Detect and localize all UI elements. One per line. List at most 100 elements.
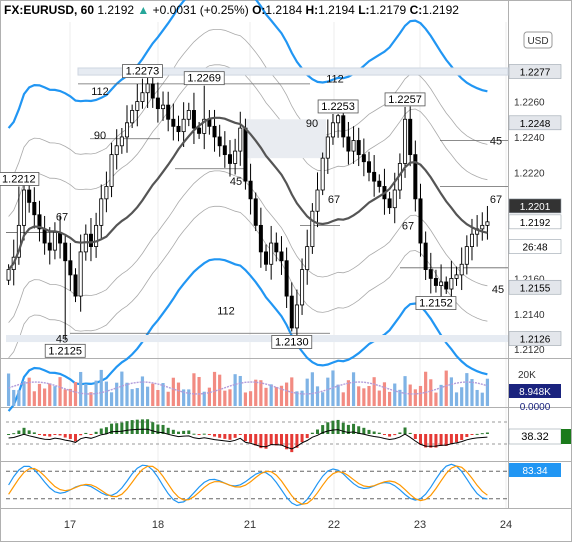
candle-body: [372, 171, 377, 182]
macd-bar: [53, 434, 57, 435]
candle-body: [464, 246, 469, 265]
macd-bar: [228, 434, 232, 440]
moving-average: [7, 116, 488, 271]
price-badge: [508, 64, 562, 79]
volume-bar: [135, 388, 139, 406]
candle-body: [212, 125, 217, 138]
volume-bar: [37, 383, 42, 406]
volume-bar: [480, 392, 484, 406]
price-badge: [508, 239, 562, 254]
price-callout-box: [415, 296, 457, 310]
volume-bar: [295, 391, 299, 406]
macd-bar: [336, 419, 340, 434]
macd-bar: [63, 434, 67, 438]
volume-bar: [315, 386, 320, 406]
volume-bar: [151, 383, 155, 406]
price-callout-box: [0, 172, 40, 186]
macd-bar: [382, 434, 386, 435]
candle-body: [78, 251, 83, 297]
volume-bar: [84, 383, 88, 406]
macd-bar: [331, 420, 335, 434]
volume-bar: [140, 376, 145, 406]
volume-bar: [254, 379, 258, 406]
price-callout-box: [384, 92, 426, 107]
macd-bar: [413, 434, 417, 439]
macd-bar: [398, 432, 402, 434]
macd-bar: [120, 422, 124, 434]
candle-body: [294, 304, 299, 329]
candle-body: [377, 180, 382, 187]
volume-bar: [372, 377, 376, 406]
volume-bar: [408, 384, 412, 406]
fib-label: 112: [217, 305, 235, 317]
volume-bar: [6, 373, 11, 406]
price-badge-label: 1.2277: [520, 68, 551, 79]
time-tick-label: 18: [152, 519, 164, 531]
fib-zones: [6, 67, 509, 343]
candle-body: [171, 118, 176, 127]
candle-body: [130, 110, 135, 124]
envelope-line: [8, 170, 488, 323]
change-arrow-icon: ▲: [137, 3, 150, 17]
macd-bar: [161, 424, 165, 434]
fib-label: 45: [490, 135, 502, 147]
volume-bar: [357, 386, 361, 406]
volume-bar: [94, 380, 98, 406]
volume-bar: [197, 376, 201, 406]
close-value: 1.2192: [422, 3, 459, 17]
candle-body: [459, 263, 464, 276]
volume-bar: [274, 386, 278, 406]
volume-bar: [460, 387, 464, 406]
price-tick-label: 1.2120: [514, 345, 545, 356]
volume-bar: [166, 391, 170, 406]
open-value: 1.2184: [265, 3, 303, 17]
candle-body: [310, 210, 315, 247]
macd-bar: [182, 430, 186, 434]
currency-button[interactable]: USD: [523, 31, 553, 49]
candle-body: [330, 122, 335, 138]
macd-bar: [140, 419, 144, 434]
candle-body: [217, 136, 222, 147]
macd-bar: [485, 432, 489, 434]
candle-body: [346, 136, 351, 152]
volume-bar: [351, 372, 356, 406]
macd-bar: [295, 434, 299, 448]
volume-ma-line: [8, 381, 488, 395]
symbol-label: FX:EURUSD, 60: [4, 3, 95, 17]
macd-bar: [156, 424, 160, 434]
candle-body: [99, 198, 104, 226]
volume-value: 8.948K: [519, 387, 551, 398]
candle-body: [351, 140, 356, 152]
volume-bar: [305, 378, 309, 406]
candle-body: [186, 110, 191, 120]
candle-body: [253, 198, 258, 226]
price-badge-label: 1.2126: [520, 335, 551, 346]
band-lines: [7, 0, 488, 412]
chart-header: FX:EURUSD, 60 1.2192 ▲ +0.0031 (+0.25%) …: [4, 3, 459, 17]
volume-badge: [509, 384, 561, 398]
candle-body: [387, 198, 392, 209]
macd-bar: [367, 429, 371, 434]
macd-bar: [434, 434, 438, 448]
time-tick-label: 21: [244, 519, 256, 531]
macd-pane: 38.32: [6, 419, 571, 453]
macd-bar: [316, 429, 320, 434]
macd-bar: [151, 422, 155, 434]
candle-body: [418, 198, 423, 244]
price-callout-box: [122, 64, 163, 78]
volume-bar: [346, 380, 351, 406]
fib-zone: [6, 335, 508, 343]
macd-bar: [259, 434, 263, 449]
volume-bar: [43, 388, 47, 406]
macd-bar: [372, 431, 376, 434]
macd-bar: [233, 434, 237, 438]
candle-body: [114, 145, 119, 156]
macd-bar: [444, 434, 448, 446]
candle-body: [356, 140, 361, 156]
stoch-d-line: [8, 465, 488, 505]
candle-body: [27, 189, 32, 203]
macd-bar: [418, 434, 422, 445]
price-tick-label: 1.2160: [514, 274, 545, 285]
